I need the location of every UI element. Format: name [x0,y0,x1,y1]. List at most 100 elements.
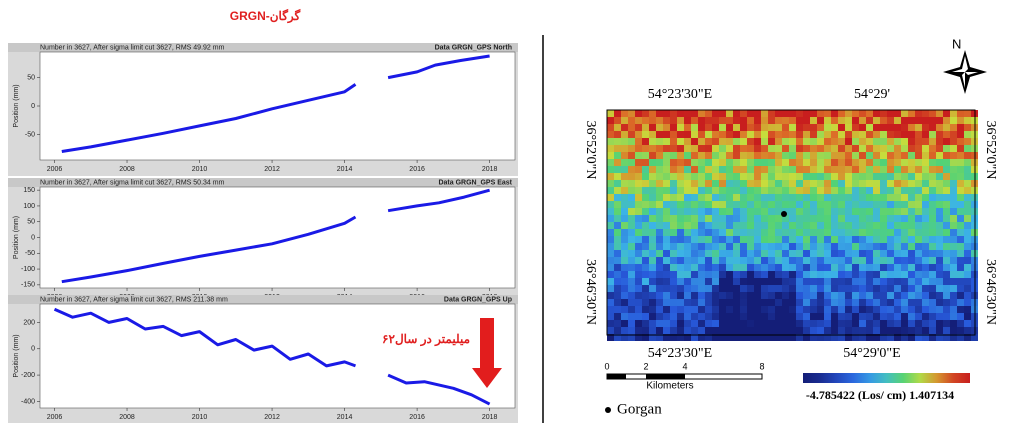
raster-cell [887,236,894,243]
raster-cell [929,110,936,117]
raster-cell [845,243,852,250]
raster-cell [635,159,642,166]
raster-cell [866,201,873,208]
raster-cell [782,313,789,320]
raster-cell [789,208,796,215]
raster-cell [649,208,656,215]
raster-cell [775,278,782,285]
raster-cell [670,257,677,264]
raster-cell [775,138,782,145]
raster-cell [803,110,810,117]
raster-cell [950,292,957,299]
raster-cell [663,145,670,152]
raster-cell [635,215,642,222]
raster-cell [824,285,831,292]
raster-cell [831,173,838,180]
raster-cell [740,159,747,166]
raster-cell [887,110,894,117]
raster-cell [726,138,733,145]
raster-cell [964,201,971,208]
raster-cell [628,250,635,257]
raster-cell [663,110,670,117]
raster-cell [859,187,866,194]
raster-cell [761,159,768,166]
raster-cell [852,152,859,159]
raster-cell [614,285,621,292]
raster-cell [607,229,614,236]
raster-cell [810,334,817,341]
raster-cell [635,264,642,271]
raster-cell [670,180,677,187]
raster-cell [663,124,670,131]
raster-cell [950,257,957,264]
raster-cell [859,334,866,341]
raster-cell [712,145,719,152]
raster-cell [768,145,775,152]
raster-cell [642,264,649,271]
raster-cell [880,131,887,138]
raster-cell [712,306,719,313]
raster-cell [656,187,663,194]
raster-cell [887,257,894,264]
x-tick-label: 2018 [482,414,498,421]
raster-cell [677,250,684,257]
raster-cell [663,215,670,222]
raster-cell [656,131,663,138]
raster-cell [796,187,803,194]
raster-cell [880,194,887,201]
raster-cell [859,306,866,313]
raster-cell [747,208,754,215]
raster-cell [803,257,810,264]
raster-cell [754,166,761,173]
raster-cell [670,334,677,341]
raster-cell [866,194,873,201]
raster-cell [943,173,950,180]
raster-cell [656,278,663,285]
raster-cell [782,201,789,208]
raster-cell [768,138,775,145]
raster-cell [747,187,754,194]
raster-cell [908,327,915,334]
raster-cell [796,180,803,187]
raster-cell [691,166,698,173]
raster-cell [635,187,642,194]
raster-cell [929,264,936,271]
raster-cell [803,292,810,299]
raster-cell [761,131,768,138]
raster-cell [691,159,698,166]
raster-cell [887,278,894,285]
raster-cell [635,320,642,327]
raster-cell [656,194,663,201]
raster-cell [635,285,642,292]
raster-cell [936,236,943,243]
raster-cell [887,138,894,145]
series-line [53,307,357,368]
raster-cell [635,208,642,215]
raster-cell [943,299,950,306]
raster-cell [789,264,796,271]
raster-cell [810,229,817,236]
raster-cell [614,292,621,299]
raster-cell [712,243,719,250]
raster-cell [607,236,614,243]
raster-cell [957,292,964,299]
raster-cell [663,222,670,229]
raster-cell [691,131,698,138]
raster-cell [908,145,915,152]
raster-cell [810,145,817,152]
raster-cell [964,327,971,334]
raster-cell [628,299,635,306]
raster-cell [845,131,852,138]
raster-cell [628,131,635,138]
raster-cell [705,173,712,180]
raster-cell [635,180,642,187]
raster-cell [642,180,649,187]
raster-cell [908,187,915,194]
raster-cell [782,306,789,313]
raster-cell [845,208,852,215]
raster-cell [705,320,712,327]
raster-cell [943,152,950,159]
legend-label: Gorgan [617,401,662,417]
raster-cell [803,264,810,271]
raster-cell [950,320,957,327]
